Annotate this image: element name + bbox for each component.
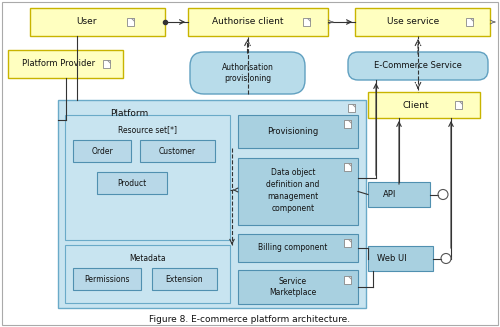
FancyBboxPatch shape: [188, 8, 328, 36]
Polygon shape: [470, 18, 472, 21]
Text: Marketplace: Marketplace: [270, 288, 316, 297]
Text: Provisioning: Provisioning: [268, 127, 318, 136]
Polygon shape: [348, 276, 351, 279]
FancyBboxPatch shape: [30, 8, 165, 36]
Polygon shape: [131, 18, 134, 21]
FancyBboxPatch shape: [8, 50, 123, 78]
FancyBboxPatch shape: [152, 268, 217, 290]
FancyBboxPatch shape: [190, 52, 305, 94]
FancyBboxPatch shape: [344, 276, 351, 284]
Text: Authorisation: Authorisation: [222, 63, 274, 73]
FancyBboxPatch shape: [238, 270, 358, 304]
FancyBboxPatch shape: [65, 245, 230, 303]
Polygon shape: [108, 60, 110, 63]
Text: Product: Product: [118, 179, 146, 187]
FancyBboxPatch shape: [355, 8, 490, 36]
Polygon shape: [306, 18, 310, 21]
Polygon shape: [352, 104, 355, 107]
Text: User: User: [76, 18, 97, 26]
FancyBboxPatch shape: [466, 18, 472, 26]
Text: definition and: definition and: [266, 180, 320, 189]
FancyBboxPatch shape: [104, 60, 110, 68]
FancyBboxPatch shape: [73, 268, 141, 290]
Text: Platform Provider: Platform Provider: [22, 60, 95, 68]
FancyBboxPatch shape: [344, 163, 351, 171]
Text: management: management: [268, 192, 318, 201]
FancyBboxPatch shape: [368, 182, 430, 207]
Text: component: component: [272, 204, 314, 214]
FancyBboxPatch shape: [456, 101, 462, 109]
FancyBboxPatch shape: [344, 239, 351, 247]
Text: Billing component: Billing component: [258, 244, 328, 252]
Text: Order: Order: [91, 146, 113, 156]
FancyBboxPatch shape: [73, 140, 131, 162]
FancyBboxPatch shape: [238, 115, 358, 148]
FancyBboxPatch shape: [65, 115, 230, 240]
FancyBboxPatch shape: [2, 2, 498, 325]
Text: Extension: Extension: [165, 274, 203, 284]
FancyBboxPatch shape: [303, 18, 310, 26]
Text: Web UI: Web UI: [377, 254, 407, 263]
FancyBboxPatch shape: [348, 52, 488, 80]
Text: API: API: [384, 190, 396, 199]
Polygon shape: [348, 163, 351, 166]
Text: provisioning: provisioning: [224, 74, 271, 82]
FancyBboxPatch shape: [368, 246, 433, 271]
Polygon shape: [348, 239, 351, 242]
Text: Resource set[*]: Resource set[*]: [118, 125, 177, 134]
Text: Figure 8. E-commerce platform architecture.: Figure 8. E-commerce platform architectu…: [150, 315, 350, 323]
Text: Data object: Data object: [271, 168, 316, 177]
FancyBboxPatch shape: [344, 120, 351, 128]
Text: Metadata: Metadata: [129, 254, 166, 263]
Text: Customer: Customer: [158, 146, 196, 156]
Text: Permissions: Permissions: [84, 274, 130, 284]
Text: Platform: Platform: [110, 109, 148, 118]
Text: Use service: Use service: [387, 18, 439, 26]
FancyBboxPatch shape: [127, 18, 134, 26]
FancyBboxPatch shape: [238, 234, 358, 262]
FancyBboxPatch shape: [97, 172, 167, 194]
Text: Authorise client: Authorise client: [212, 18, 284, 26]
FancyBboxPatch shape: [58, 100, 366, 308]
Text: Service: Service: [279, 277, 307, 286]
Text: Client: Client: [403, 100, 429, 110]
Polygon shape: [348, 120, 351, 123]
FancyBboxPatch shape: [140, 140, 215, 162]
FancyBboxPatch shape: [348, 104, 355, 112]
FancyBboxPatch shape: [238, 158, 358, 225]
FancyBboxPatch shape: [368, 92, 480, 118]
Polygon shape: [459, 101, 462, 104]
Text: E-Commerce Service: E-Commerce Service: [374, 61, 462, 71]
